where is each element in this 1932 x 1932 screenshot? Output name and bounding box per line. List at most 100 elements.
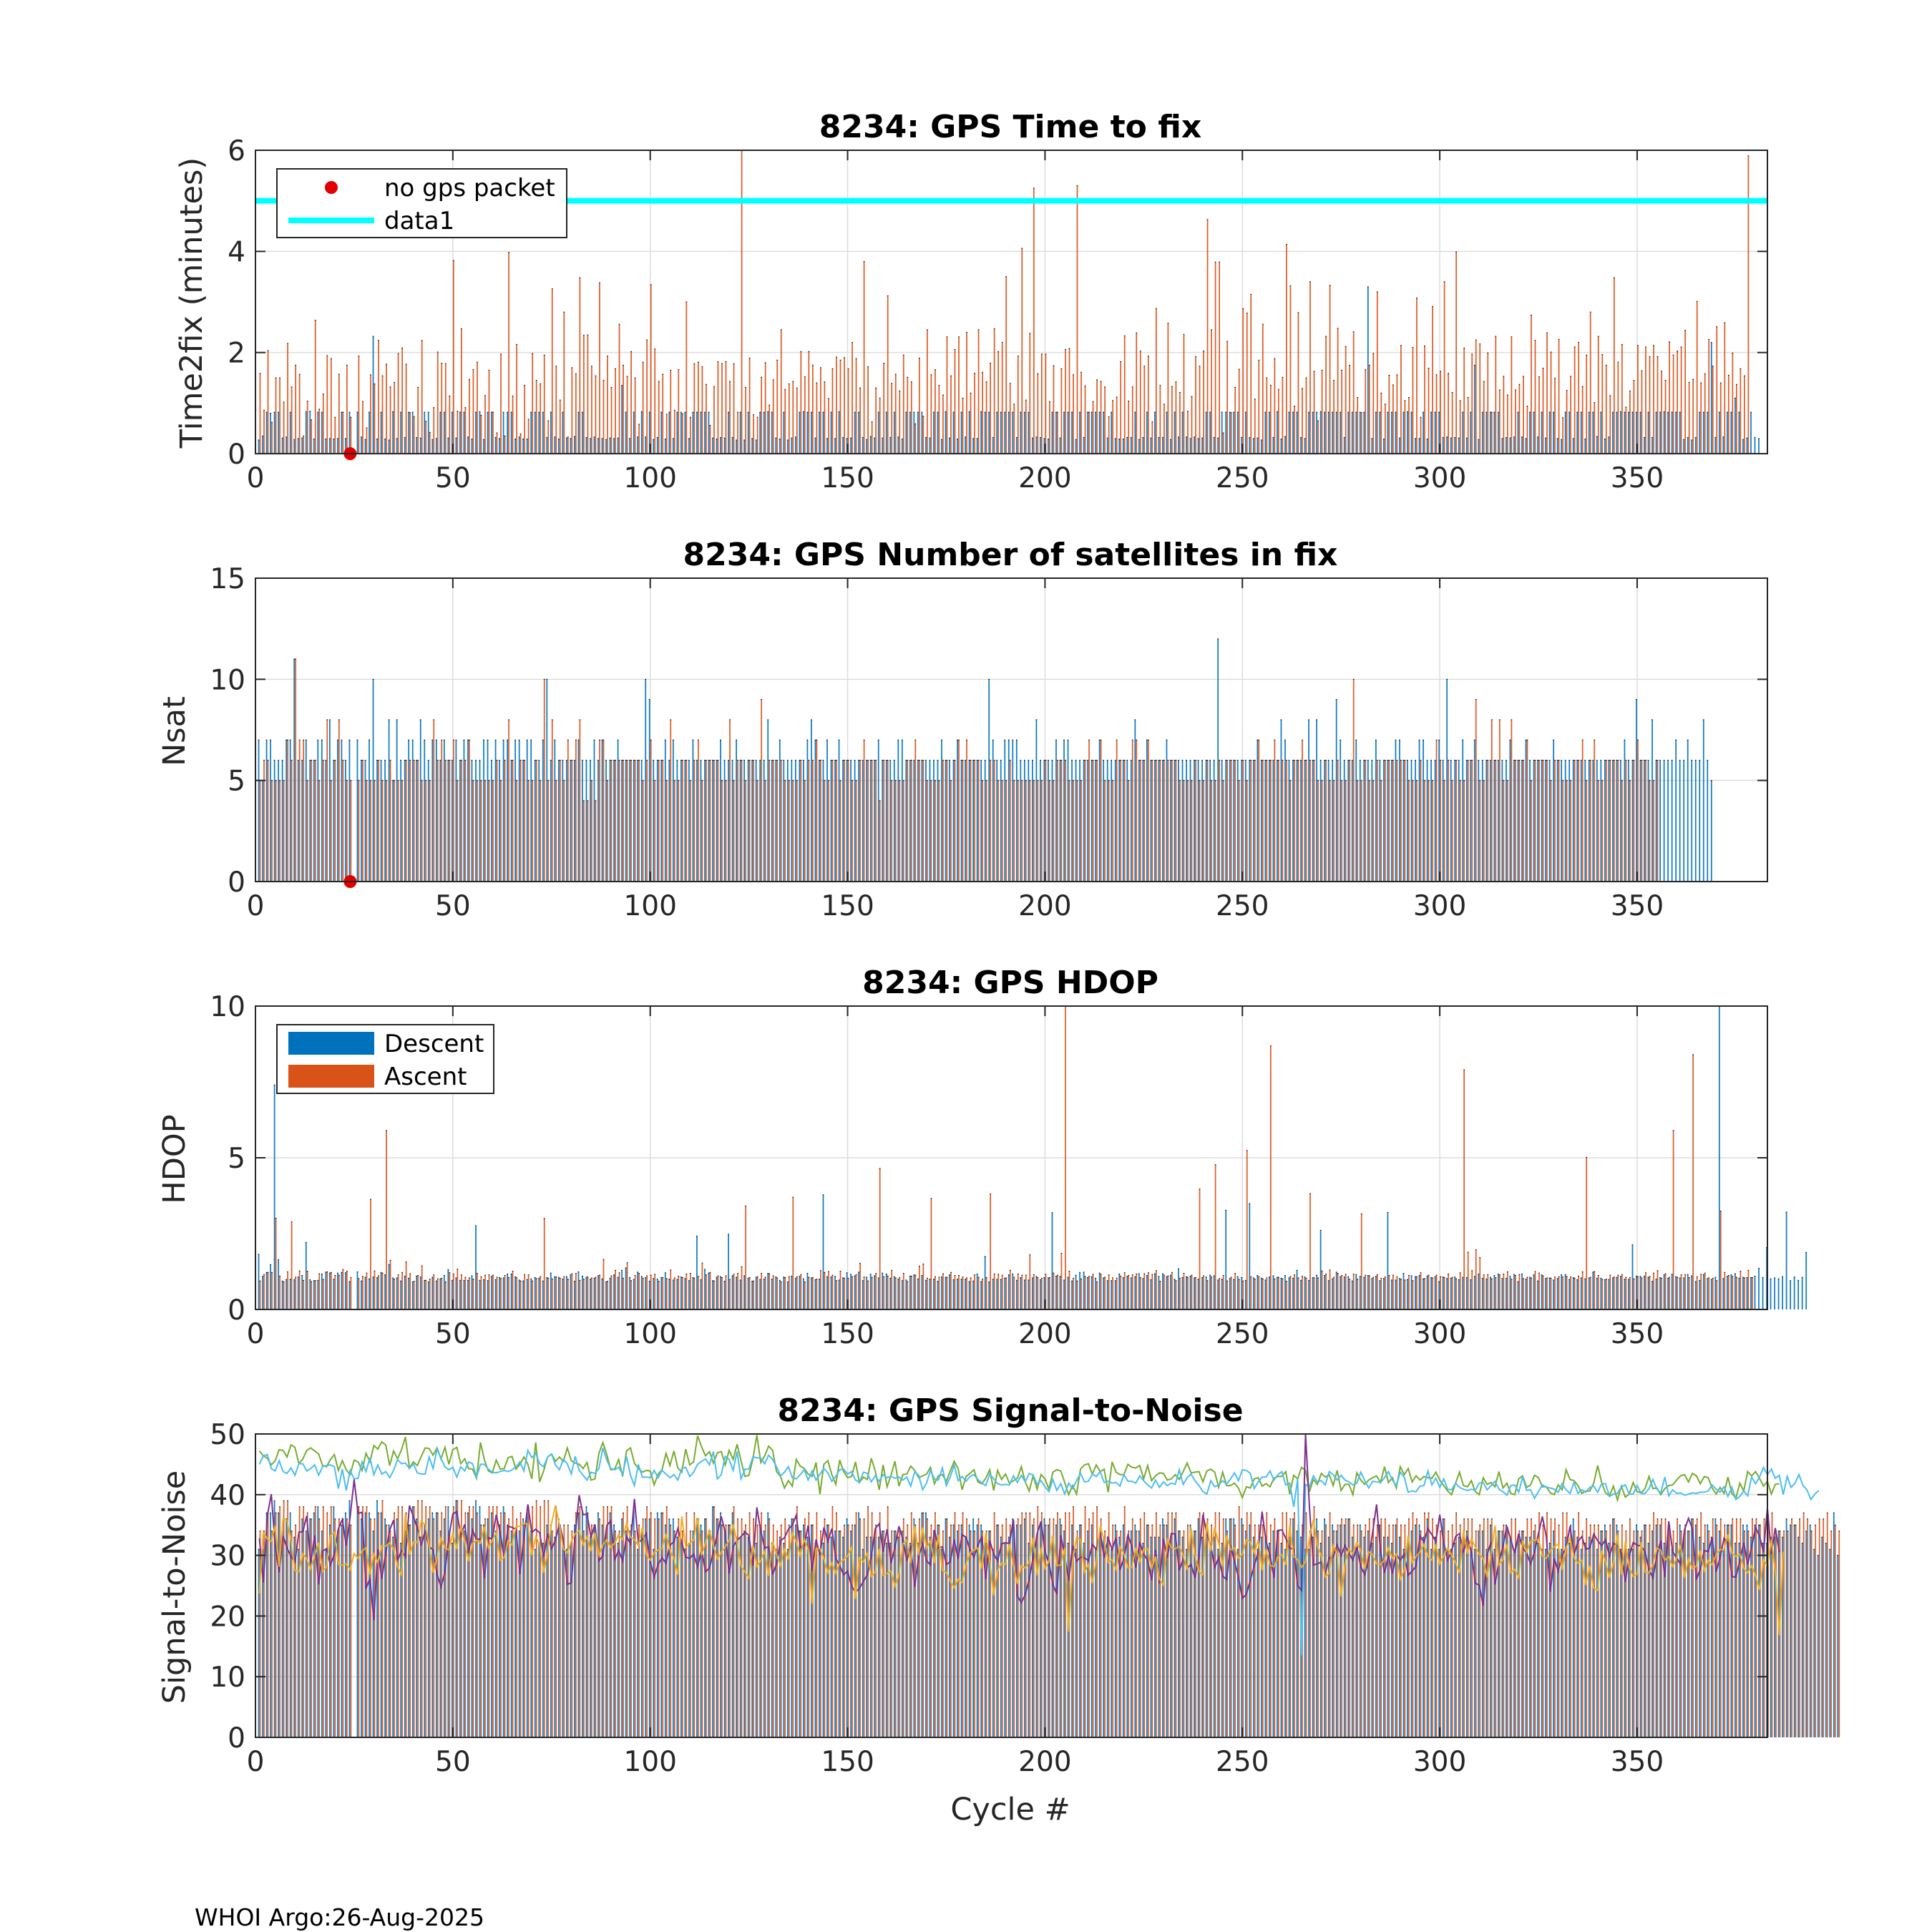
ascent-bar [1302,388,1303,454]
descent-bar [1012,1274,1014,1309]
ascent-bar [824,381,826,454]
descent-bar [633,760,635,882]
ascent-bar [386,364,387,454]
ascent-bar [1289,1276,1292,1309]
descent-bar [1134,1277,1136,1309]
descent-bar [723,760,726,882]
descent-bar [1233,760,1235,882]
descent-bar [925,1280,927,1309]
descent-bar [1118,439,1121,454]
ascent-bar [713,1281,715,1309]
descent-bar [893,1277,895,1309]
descent-bar [1735,1273,1736,1309]
descent-bar [590,1279,591,1309]
x-tick-label: 200 [1018,890,1071,922]
descent-bar [388,439,390,454]
descent-bar [704,760,706,882]
ascent-bar [389,1260,391,1309]
ascent-bar [1479,343,1481,454]
descent-bar [542,1543,544,1737]
axes-box [255,577,1768,882]
ascent-bar [993,1274,995,1309]
ascent-bar [1365,369,1367,454]
ascent-bar [1601,780,1604,882]
ascent-bar [982,780,983,882]
descent-bar [1636,412,1637,454]
descent-bar [1012,412,1014,454]
ascent-bar [587,334,589,454]
descent-bar [396,719,398,882]
ascent-bar [717,361,719,454]
ascent-bar [1045,760,1047,882]
descent-bar [1485,760,1488,882]
ascent-bar [1206,1280,1209,1309]
descent-bar [1264,760,1267,882]
descent-bar [1272,437,1274,454]
ascent-bar [1443,281,1445,454]
descent-bar [1142,760,1144,882]
descent-bar [518,1531,520,1737]
descent-bar [494,740,497,882]
ascent-bar [1159,760,1161,882]
ascent-bar [808,1277,810,1309]
ascent-bar [1214,780,1216,882]
descent-bar [1702,1274,1704,1309]
descent-bar [1008,412,1010,454]
ascent-bar [567,740,569,882]
descent-bar [1079,1272,1080,1309]
descent-bar [779,1280,781,1309]
descent-bar [546,437,548,454]
descent-bar [609,438,611,454]
descent-bar [1509,438,1511,454]
ascent-bar [1045,1274,1047,1309]
descent-bar [337,1531,338,1737]
descent-bar [1189,760,1191,882]
y-tick-label: 0 [228,439,245,471]
ascent-bar [1372,353,1375,454]
ascent-bar [1735,1277,1737,1309]
x-tick-label: 350 [1611,1318,1664,1350]
descent-bar [408,740,410,882]
ascent-bar [1211,780,1212,882]
descent-bar [1671,412,1673,454]
descent-bar [858,760,860,882]
ascent-bar [1112,780,1114,882]
descent-bar [1407,411,1408,454]
ascent-bar [287,343,288,454]
descent-bar [1335,1272,1337,1309]
descent-bar [1652,719,1653,882]
ascent-bar [887,760,889,882]
descent-bar [1446,679,1448,882]
descent-bar [1142,1278,1144,1309]
descent-bar [755,1543,757,1737]
descent-bar [897,1279,899,1309]
ascent-bar [358,780,360,882]
ascent-bar [1029,333,1031,454]
ascent-bar [1637,345,1639,454]
ascent-bar [579,278,581,454]
descent-bar [794,760,796,882]
ascent-bar [555,366,557,454]
descent-bar [1146,740,1148,882]
descent-bar [1332,760,1334,882]
descent-bar [720,1513,721,1737]
descent-bar [1075,1275,1077,1309]
ascent-bar [1100,1274,1102,1309]
descent-bar [1631,760,1634,882]
ascent-bar [1305,1278,1307,1309]
ascent-bar [899,780,901,882]
descent-bar [1162,1273,1163,1309]
ascent-bar [1345,346,1347,454]
descent-bar [696,1518,698,1737]
descent-bar [1517,412,1519,454]
descent-bar [1580,760,1582,882]
descent-bar [1327,1280,1330,1309]
descent-bar [992,1279,994,1309]
descent-bar [1485,1279,1488,1309]
descent-bar [530,740,532,882]
descent-bar [1533,1274,1535,1309]
descent-bar [601,1279,603,1309]
ascent-bar [1337,1273,1339,1309]
ascent-bar [1317,780,1319,882]
descent-bar [258,740,260,882]
